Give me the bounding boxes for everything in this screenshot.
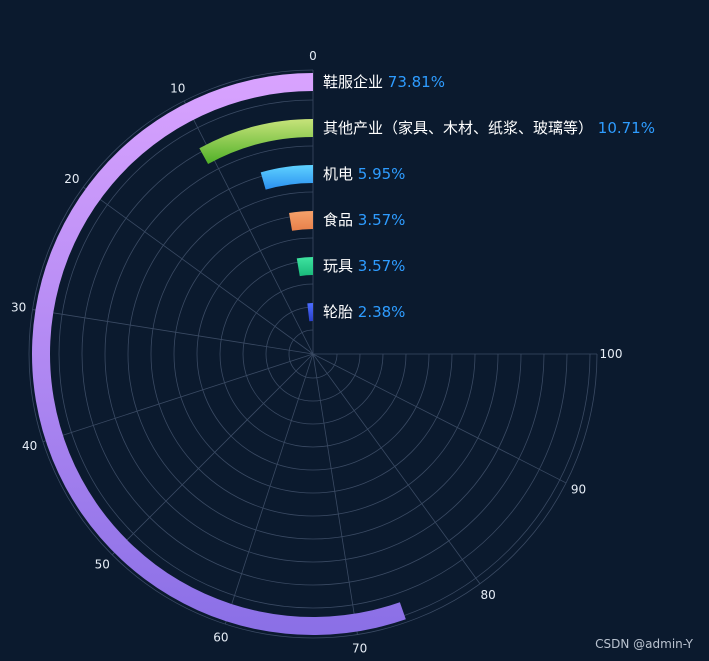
- grid-spoke: [183, 100, 314, 355]
- bar-5[interactable]: [307, 303, 313, 322]
- category-value: 3.57%: [358, 257, 406, 275]
- category-value: 5.95%: [358, 165, 406, 183]
- angle-tick-label: 60: [213, 630, 228, 644]
- grid-spoke: [312, 353, 567, 484]
- angle-tick-label: 0: [309, 49, 317, 63]
- category-value: 2.38%: [358, 303, 406, 321]
- category-name: 轮胎: [323, 303, 358, 321]
- polar-grid: [28, 69, 598, 639]
- category-value: 73.81%: [388, 73, 445, 91]
- category-label: 玩具 3.57%: [323, 257, 405, 275]
- grid-spoke: [224, 353, 314, 625]
- category-value: 3.57%: [358, 211, 406, 229]
- category-name: 机电: [323, 165, 358, 183]
- category-label: 鞋服企业 73.81%: [323, 73, 445, 91]
- category-name: 鞋服企业: [323, 73, 388, 91]
- watermark: CSDN @admin-Y: [595, 637, 693, 651]
- angle-tick-label: 10: [170, 81, 185, 95]
- angle-tick-label: 90: [571, 482, 586, 496]
- category-name: 其他产业（家具、木材、纸浆、玻璃等）: [323, 119, 598, 137]
- angle-tick-labels: 0 10 20 30 40 50 60 70 80 90 100: [11, 49, 622, 655]
- grid-spoke: [312, 353, 481, 584]
- category-labels: 鞋服企业 73.81% 其他产业（家具、木材、纸浆、玻璃等） 10.71% 机电 5…: [323, 73, 655, 321]
- category-name: 食品: [323, 211, 358, 229]
- category-label: 机电 5.95%: [323, 165, 405, 183]
- bar-1[interactable]: [199, 119, 313, 165]
- category-value: 10.71%: [598, 119, 655, 137]
- category-label: 食品 3.57%: [323, 211, 405, 229]
- angle-tick-label: 40: [22, 439, 37, 453]
- angle-tick-label: 100: [600, 347, 623, 361]
- category-name: 玩具: [323, 257, 358, 275]
- angle-tick-label: 80: [481, 588, 496, 602]
- bar-2[interactable]: [260, 165, 313, 190]
- angle-tick-label: 50: [95, 558, 110, 572]
- angle-tick-label: 30: [11, 300, 26, 314]
- grid-spoke: [32, 309, 314, 355]
- bar-4[interactable]: [296, 257, 313, 277]
- bars-group: [31, 73, 406, 635]
- bar-3[interactable]: [289, 211, 313, 231]
- grid-spoke: [83, 186, 314, 355]
- grid-spoke: [111, 353, 314, 556]
- grid-spoke: [312, 353, 358, 635]
- category-label: 轮胎 2.38%: [323, 303, 405, 321]
- angle-tick-label: 70: [352, 641, 367, 655]
- grid-spoke: [42, 353, 314, 443]
- angle-tick-label: 20: [64, 172, 79, 186]
- category-label: 其他产业（家具、木材、纸浆、玻璃等） 10.71%: [323, 119, 655, 137]
